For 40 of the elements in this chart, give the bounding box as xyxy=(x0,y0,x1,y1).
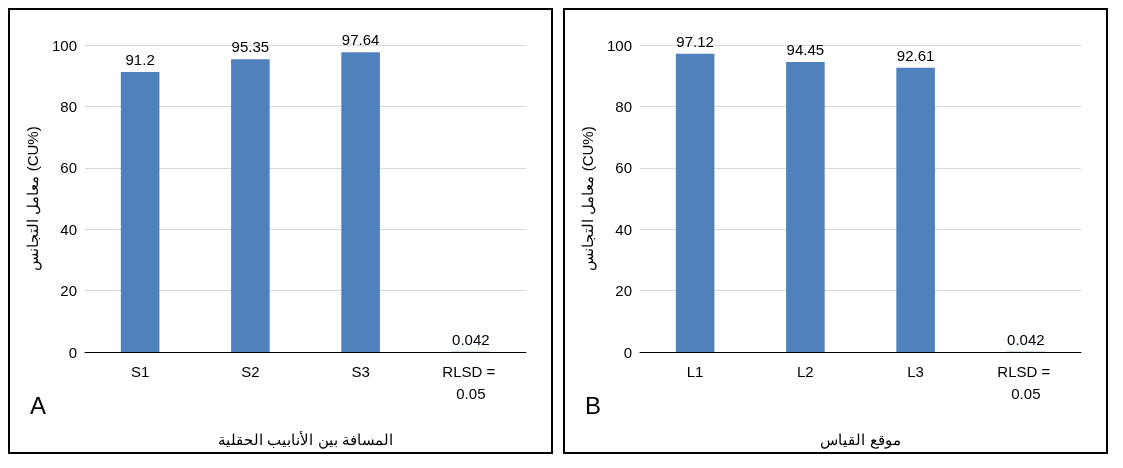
bar xyxy=(120,72,160,352)
x-axis-title: المسافة بين الأنابيب الحقلية xyxy=(218,431,393,449)
y-axis-title: معامل التجانس (CU%) xyxy=(579,126,597,271)
data-label: 0.042 xyxy=(452,330,490,348)
y-tick-label: 0 xyxy=(623,343,632,361)
x-tick-label: L1 xyxy=(686,362,704,380)
bar xyxy=(896,67,935,352)
data-label: 92.61 xyxy=(896,46,935,64)
x-axis-title: موقع القياس xyxy=(820,431,901,449)
x-tick-label: L3 xyxy=(907,362,924,380)
y-tick-label: 60 xyxy=(60,159,77,177)
y-tick-label: 80 xyxy=(60,97,77,115)
data-label: 91.2 xyxy=(125,51,155,69)
x-tick-label: S2 xyxy=(241,362,260,380)
bar xyxy=(231,59,270,352)
bar xyxy=(786,62,825,352)
x-tick-label: L2 xyxy=(797,362,814,380)
data-label: 97.12 xyxy=(676,32,714,50)
y-tick-label: 40 xyxy=(615,220,632,238)
x-tick-label: RLSD = 0.05 xyxy=(997,362,1055,402)
y-tick-label: 60 xyxy=(615,159,632,177)
data-label: 0.042 xyxy=(1007,330,1045,348)
text: B xyxy=(585,391,602,419)
text: A xyxy=(30,391,47,419)
y-tick-label: 40 xyxy=(60,220,77,238)
y-tick-label: 100 xyxy=(51,36,77,54)
bar xyxy=(675,53,715,352)
data-label: 95.35 xyxy=(231,38,270,56)
bar xyxy=(341,52,380,352)
x-tick-label: RLSD = 0.05 xyxy=(442,362,500,402)
y-tick-label: 100 xyxy=(606,36,632,54)
y-axis-title: معامل التجانس (CU%) xyxy=(24,126,42,271)
data-label: 94.45 xyxy=(786,41,825,59)
x-tick-label: S3 xyxy=(351,362,370,380)
y-tick-label: 80 xyxy=(615,97,632,115)
y-tick-label: 20 xyxy=(60,282,77,300)
x-tick-label: S1 xyxy=(130,362,150,380)
y-tick-label: 0 xyxy=(68,343,77,361)
y-tick-label: 20 xyxy=(615,282,632,300)
data-label: 97.64 xyxy=(341,31,380,49)
